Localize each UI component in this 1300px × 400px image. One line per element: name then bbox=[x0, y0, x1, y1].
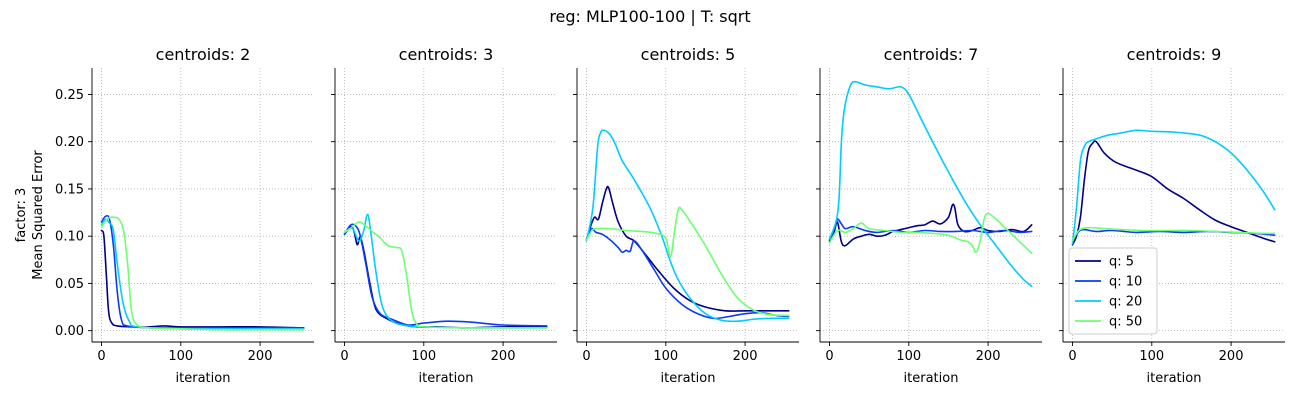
grid bbox=[92, 68, 314, 342]
x-axis-label: iteration bbox=[904, 371, 959, 386]
series-line-q-50 bbox=[343, 221, 548, 329]
panel-2: 0 100 200 centroids: 3 iteration bbox=[331, 45, 557, 386]
legend-label: q: 10 bbox=[1109, 275, 1142, 290]
series-line-q-10 bbox=[343, 223, 548, 327]
legend-label: q: 20 bbox=[1109, 295, 1142, 310]
y-tick-label: 0.25 bbox=[55, 88, 84, 103]
y-axis-label-line1: factor: 3 bbox=[14, 188, 29, 243]
legend-label: q: 5 bbox=[1109, 255, 1134, 270]
y-tick-label: 0.05 bbox=[55, 277, 84, 292]
panels-container: 0 100 200 0.00 0.05 0.10 0.15 0.20 0.25 centroids… bbox=[55, 45, 1285, 386]
x-tick-label: 100 bbox=[168, 349, 193, 364]
x-tick-label: 0 bbox=[97, 349, 105, 364]
legend-label: q: 50 bbox=[1109, 315, 1142, 330]
series-line-q-20 bbox=[585, 129, 790, 323]
series-line-q-20 bbox=[1071, 129, 1276, 245]
panel-title: centroids: 5 bbox=[641, 45, 736, 64]
grid bbox=[335, 68, 557, 342]
panel-4: 0 100 200 centroids: 7 iteration bbox=[816, 45, 1042, 386]
grid bbox=[577, 68, 799, 342]
x-tick-label: 0 bbox=[825, 349, 833, 364]
y-tick-label: 0.00 bbox=[55, 324, 84, 339]
legend-box bbox=[1068, 247, 1158, 335]
panel-3: 0 100 200 centroids: 5 iteration bbox=[573, 45, 799, 386]
x-tick-label: 100 bbox=[1139, 349, 1164, 364]
figure-suptitle: reg: MLP100-100 | T: sqrt bbox=[549, 7, 750, 26]
series-line-q-50 bbox=[585, 206, 790, 317]
series-line-q-10 bbox=[828, 218, 1033, 241]
x-tick-label: 100 bbox=[653, 349, 678, 364]
series-line-q-5 bbox=[585, 185, 790, 312]
x-tick-label: 200 bbox=[733, 349, 758, 364]
series-line-q-10 bbox=[585, 227, 790, 320]
series-line-q-5 bbox=[1071, 140, 1276, 246]
series-lines bbox=[828, 80, 1033, 288]
x-tick-label: 100 bbox=[411, 349, 436, 364]
x-tick-label: 200 bbox=[1219, 349, 1244, 364]
series-line-q-50 bbox=[828, 212, 1033, 254]
x-tick-label: 0 bbox=[340, 349, 348, 364]
x-axis-label: iteration bbox=[661, 371, 716, 386]
series-line-q-50 bbox=[1071, 226, 1276, 242]
series-lines bbox=[100, 214, 305, 331]
series-line-q-20 bbox=[100, 218, 305, 330]
y-tick-label: 0.15 bbox=[55, 182, 84, 197]
x-axis-label: iteration bbox=[419, 371, 474, 386]
x-axis-label: iteration bbox=[1147, 371, 1202, 386]
panel-title: centroids: 7 bbox=[884, 45, 979, 64]
y-tick-label: 0.10 bbox=[55, 230, 84, 245]
x-axis-label: iteration bbox=[176, 371, 231, 386]
panel-title: centroids: 3 bbox=[399, 45, 494, 64]
panel-title: centroids: 2 bbox=[156, 45, 251, 64]
legend: q: 5 q: 10 q: 20 q: 50 bbox=[1068, 247, 1158, 335]
x-tick-label: 0 bbox=[582, 349, 590, 364]
x-tick-label: 100 bbox=[896, 349, 921, 364]
x-tick-label: 200 bbox=[491, 349, 516, 364]
x-tick-label: 0 bbox=[1068, 349, 1076, 364]
y-axis-label-line2: Mean Squared Error bbox=[31, 150, 46, 280]
series-line-q-20 bbox=[343, 213, 548, 329]
y-tick-label: 0.20 bbox=[55, 135, 84, 150]
series-lines bbox=[343, 213, 548, 329]
panel-1: 0 100 200 0.00 0.05 0.10 0.15 0.20 0.25 centroids… bbox=[55, 45, 314, 386]
panel-title: centroids: 9 bbox=[1127, 45, 1222, 64]
x-tick-label: 200 bbox=[976, 349, 1001, 364]
series-line-q-50 bbox=[100, 216, 305, 331]
grid bbox=[820, 68, 1042, 342]
series-lines bbox=[1071, 129, 1276, 246]
series-line-q-20 bbox=[828, 80, 1033, 288]
series-lines bbox=[585, 129, 790, 323]
series-line-q-5 bbox=[343, 225, 548, 329]
x-tick-label: 200 bbox=[248, 349, 273, 364]
